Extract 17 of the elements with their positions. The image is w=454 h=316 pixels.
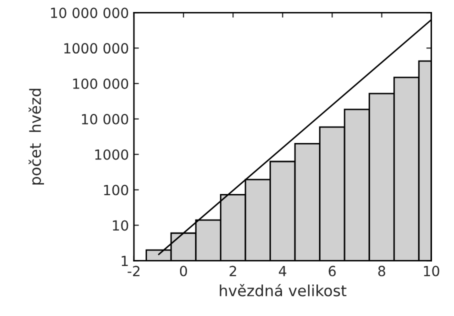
x-tick-label: 0 [180,266,187,276]
y-tick-label: 10 [112,220,128,231]
x-tick-label: 2 [230,266,236,276]
x-tick-label: 4 [278,266,286,276]
x-axis-title: hvězdná velikost [220,284,346,296]
y-tick-label: 1000 [95,149,128,160]
x-tick-label: -2 [128,266,140,276]
x-tick-label: 10 [424,266,440,276]
x-tick-label: 6 [328,266,336,276]
y-tick-label: 1 [122,256,128,266]
y-tick-label: 100 000 [73,78,128,89]
y-tick-label: 100 [104,184,128,196]
y-tick-label: 10 000 000 [51,8,128,18]
y-tick-label: 1000 000 [64,43,128,54]
y-tick-label: 10 000 [82,114,128,124]
y-axis-title: počet hvězd [28,88,44,184]
x-tick-label: 8 [378,266,386,276]
